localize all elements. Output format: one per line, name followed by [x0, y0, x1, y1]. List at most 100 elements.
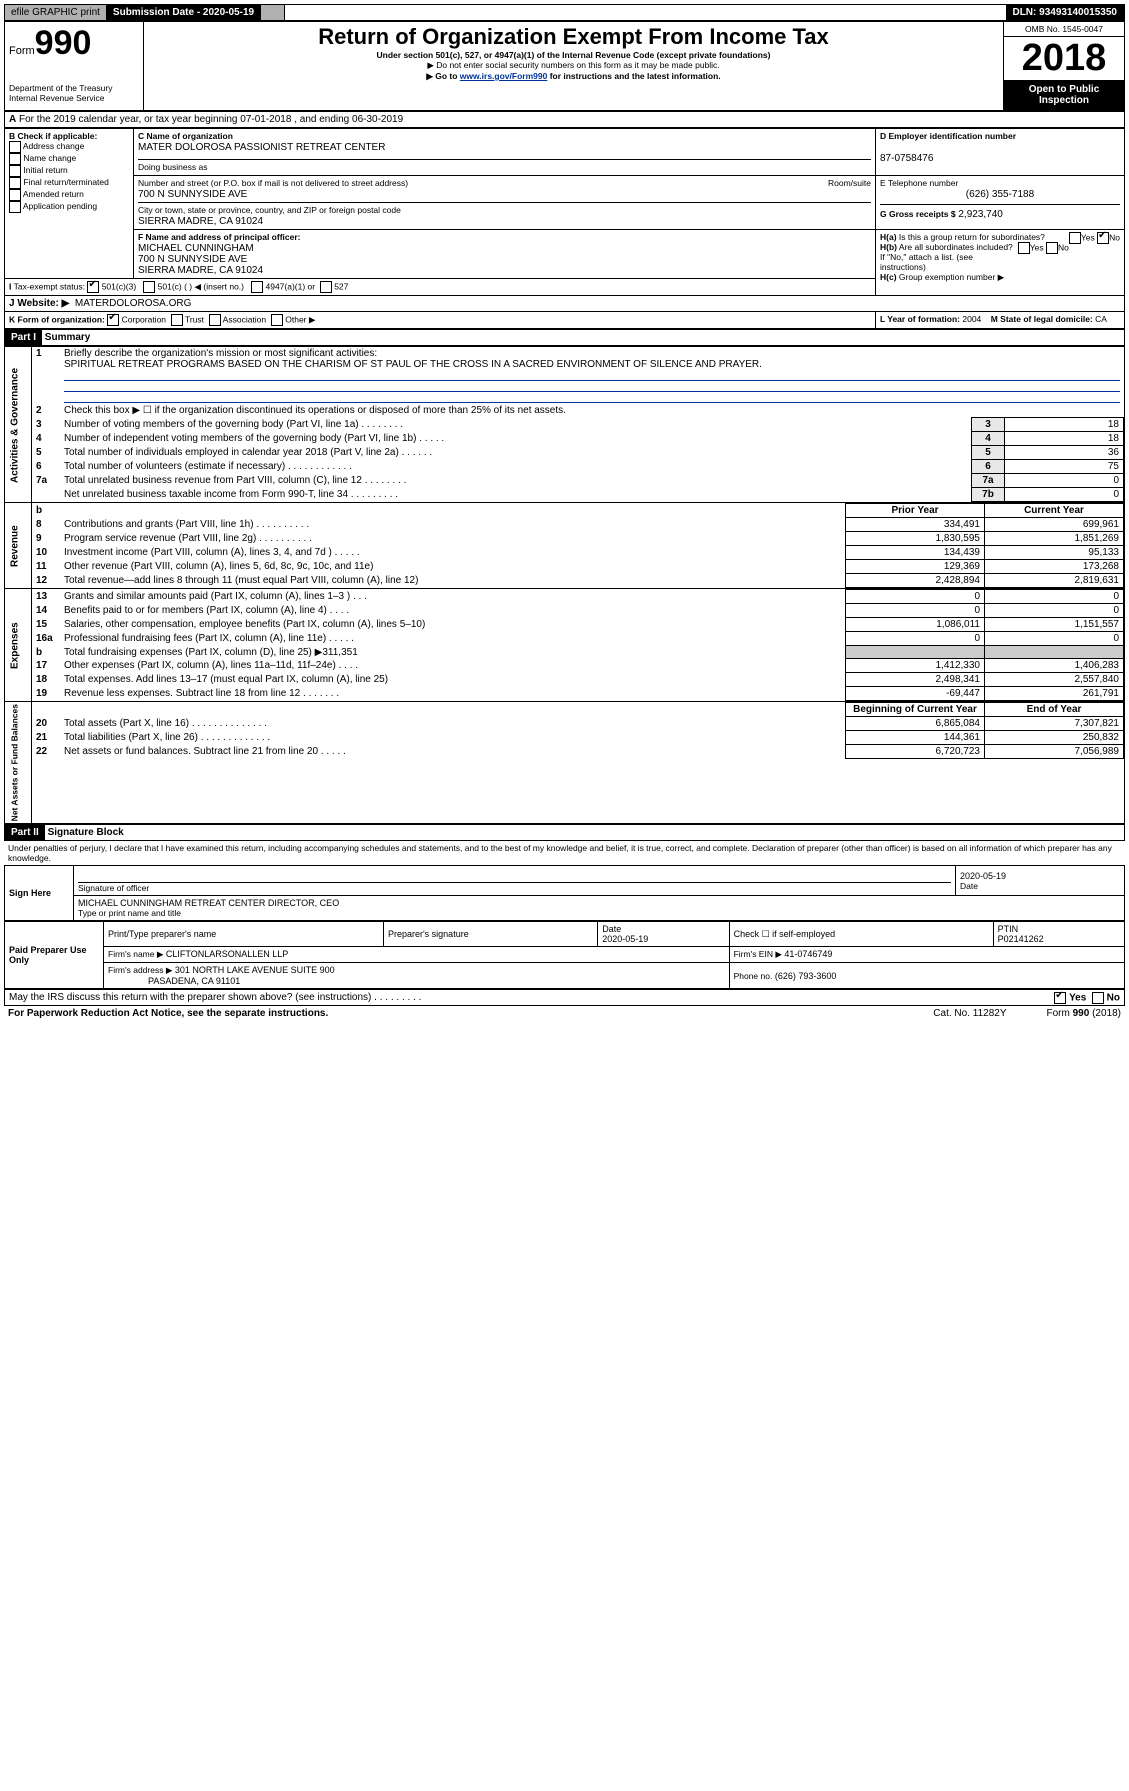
- I-527-chk[interactable]: [320, 281, 332, 293]
- B-opt-chk[interactable]: [9, 165, 21, 177]
- discuss-no-chk[interactable]: [1092, 992, 1104, 1004]
- subtitle: Under section 501(c), 527, or 4947(a)(1)…: [148, 50, 999, 60]
- ein-value: 87-0758476: [880, 153, 933, 164]
- B-opt-chk[interactable]: [9, 141, 21, 153]
- v6: 75: [1005, 460, 1124, 474]
- end-hdr: End of Year: [985, 703, 1124, 717]
- footer-row: For Paperwork Reduction Act Notice, see …: [4, 1006, 1125, 1021]
- dept-label: Department of the Treasury Internal Reve…: [9, 83, 139, 103]
- section-E-G: E Telephone number (626) 355-7188 G Gros…: [876, 176, 1125, 230]
- section-H: H(a) Is this a group return for subordin…: [876, 230, 1125, 296]
- form-cell: Form990 Department of the Treasury Inter…: [5, 22, 144, 111]
- I-501c3-chk[interactable]: [87, 281, 99, 293]
- K-other-chk[interactable]: [271, 314, 283, 326]
- cat-no: Cat. No. 11282Y: [933, 1008, 1006, 1019]
- section-C-addr: Number and street (or P.O. box if mail i…: [134, 176, 876, 230]
- col-b: b: [32, 504, 60, 518]
- I-501c-chk[interactable]: [143, 281, 155, 293]
- line-11: 11 Other revenue (Part VIII, column (A),…: [32, 560, 1124, 574]
- submission-date-btn[interactable]: Submission Date - 2020-05-19: [107, 5, 261, 20]
- B-opt-chk[interactable]: [9, 177, 21, 189]
- firm-phone: (626) 793-3600: [775, 971, 837, 981]
- Hc-label: Group exemption number ▶: [899, 272, 1004, 282]
- B-header: B Check if applicable:: [9, 131, 97, 141]
- room-label: Room/suite: [828, 178, 871, 188]
- line-8: 8 Contributions and grants (Part VIII, l…: [32, 518, 1124, 532]
- B-opt-chk[interactable]: [9, 201, 21, 213]
- l7a-text: Total unrelated business revenue from Pa…: [60, 474, 972, 488]
- blank-btn[interactable]: [261, 5, 285, 20]
- line-22: 22 Net assets or fund balances. Subtract…: [32, 745, 1124, 759]
- F-label: F Name and address of principal officer:: [138, 232, 300, 242]
- prep-date-val: 2020-05-19: [602, 934, 648, 944]
- line-16a: 16a Professional fundraising fees (Part …: [32, 632, 1124, 646]
- mission-text: SPIRITUAL RETREAT PROGRAMS BASED ON THE …: [64, 359, 762, 370]
- L-label: L Year of formation:: [880, 314, 960, 324]
- gov-section-label: Activities & Governance: [5, 347, 32, 503]
- exp-section-label: Expenses: [5, 589, 32, 702]
- self-emp-chk: Check ☐ if self-employed: [729, 922, 993, 947]
- tax-year-line: For the 2019 calendar year, or tax year …: [19, 114, 403, 125]
- city-label: City or town, state or province, country…: [138, 205, 401, 215]
- officer-addr2: SIERRA MADRE, CA 91024: [138, 265, 263, 276]
- K-trust-chk[interactable]: [171, 314, 183, 326]
- sign-here-label: Sign Here: [5, 866, 74, 921]
- Ha-yes-chk[interactable]: [1069, 232, 1081, 244]
- part1-title: Summary: [45, 332, 91, 343]
- line-19: 19 Revenue less expenses. Subtract line …: [32, 687, 1124, 701]
- dba-label: Doing business as: [138, 162, 207, 172]
- firm-ein: 41-0746749: [784, 949, 832, 959]
- B-opt-chk[interactable]: [9, 189, 21, 201]
- perjury-text: Under penalties of perjury, I declare th…: [4, 841, 1125, 865]
- line-13: 13 Grants and similar amounts paid (Part…: [32, 590, 1124, 604]
- K-corp-chk[interactable]: [107, 314, 119, 326]
- part2-header: Part II Signature Block: [4, 824, 1125, 841]
- firm-name: CLIFTONLARSONALLEN LLP: [166, 949, 288, 959]
- beg-hdr: Beginning of Current Year: [846, 703, 985, 717]
- pra-text: For Paperwork Reduction Act Notice, see …: [8, 1008, 328, 1019]
- l6-text: Total number of volunteers (estimate if …: [60, 460, 972, 474]
- irs-link[interactable]: www.irs.gov/Form990: [460, 71, 548, 81]
- phone-value: (626) 355-7188: [880, 189, 1120, 200]
- note2-post: for instructions and the latest informat…: [547, 71, 720, 81]
- section-C-name: C Name of organization MATER DOLOROSA PA…: [134, 129, 876, 176]
- sig-officer-label: Signature of officer: [78, 883, 149, 893]
- section-J: J Website: ▶ MATERDOLOROSA.ORG: [5, 296, 1125, 312]
- section-D: D Employer identification number 87-0758…: [876, 129, 1125, 176]
- efile-label[interactable]: efile GRAPHIC print: [5, 5, 107, 20]
- form-label: Form: [9, 45, 35, 57]
- l4-text: Number of independent voting members of …: [60, 432, 972, 446]
- note-link: ▶ Go to www.irs.gov/Form990 for instruct…: [148, 71, 999, 82]
- section-K: K Form of organization: Corporation Trus…: [5, 312, 876, 329]
- line-14: 14 Benefits paid to or for members (Part…: [32, 604, 1124, 618]
- state-domicile: CA: [1095, 314, 1107, 324]
- paid-preparer-table: Paid Preparer Use Only Print/Type prepar…: [4, 921, 1125, 989]
- Hb-yes-chk[interactable]: [1018, 242, 1030, 254]
- I-4947-chk[interactable]: [251, 281, 263, 293]
- K-assoc-chk[interactable]: [209, 314, 221, 326]
- line-A: A For the 2019 calendar year, or tax yea…: [4, 111, 1125, 128]
- ptin-val: P02141262: [998, 934, 1044, 944]
- discuss-yes-chk[interactable]: [1054, 992, 1066, 1004]
- Hb-no-chk[interactable]: [1046, 242, 1058, 254]
- v5: 36: [1005, 446, 1124, 460]
- part2-title: Signature Block: [48, 827, 124, 838]
- Ha-no-chk[interactable]: [1097, 232, 1109, 244]
- identity-table: B Check if applicable: Address change Na…: [4, 128, 1125, 329]
- officer-addr1: 700 N SUNNYSIDE AVE: [138, 254, 247, 265]
- firm-phone-lbl: Phone no.: [734, 971, 773, 981]
- D-label: D Employer identification number: [880, 131, 1016, 141]
- B-opt-chk[interactable]: [9, 153, 21, 165]
- prior-hdr: Prior Year: [846, 504, 985, 518]
- note-ssn: ▶ Do not enter social security numbers o…: [148, 60, 999, 71]
- firm-addr: 301 NORTH LAKE AVENUE SUITE 900: [175, 965, 335, 975]
- dln-label: DLN: 93493140015350: [1006, 5, 1124, 20]
- firm-ein-lbl: Firm's EIN ▶: [734, 949, 782, 959]
- year-formation: 2004: [962, 314, 981, 324]
- prep-date-hdr: Date: [602, 924, 621, 934]
- sig-date-label: Date: [960, 881, 978, 891]
- v7b: 0: [1005, 488, 1124, 502]
- sign-here-table: Sign Here Signature of officer 2020-05-1…: [4, 865, 1125, 921]
- title-cell: Return of Organization Exempt From Incom…: [144, 22, 1004, 111]
- city-value: SIERRA MADRE, CA 91024: [138, 216, 263, 227]
